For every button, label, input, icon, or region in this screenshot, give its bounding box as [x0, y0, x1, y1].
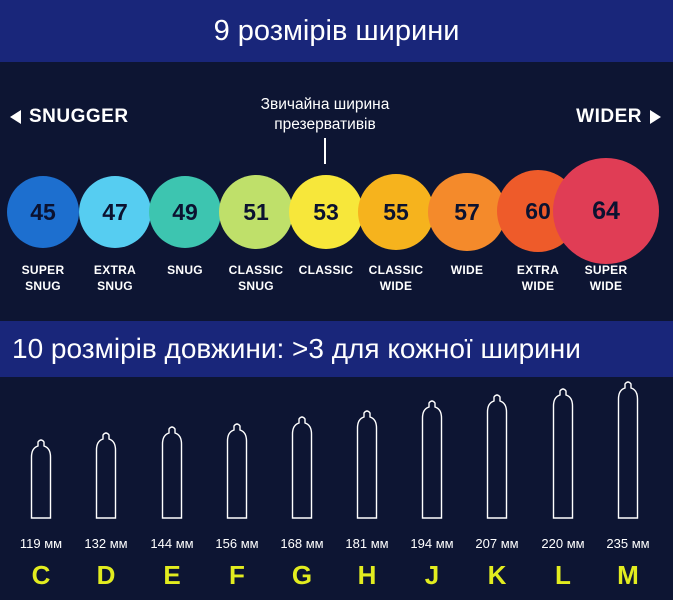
- wider-label: WIDER: [576, 106, 661, 128]
- width-circle-55: 55: [358, 174, 434, 250]
- length-mm-H: 181 мм: [345, 536, 389, 551]
- length-letter-K: K: [487, 560, 507, 590]
- width-label-57: WIDE: [427, 262, 507, 278]
- width-label-line2: SNUG: [238, 279, 274, 293]
- width-title: 9 розмірів ширини: [213, 14, 460, 47]
- width-label-47: EXTRA SNUG: [75, 262, 155, 294]
- width-circle-51: 51: [219, 175, 293, 249]
- length-letter-J: J: [424, 560, 440, 590]
- width-label-line1: CLASSIC: [228, 263, 284, 277]
- length-title-banner: 10 розмірів довжини: >3 для кожної ширин…: [0, 321, 673, 377]
- length-shape-K: [486, 394, 508, 519]
- width-label-line2: SNUG: [25, 279, 61, 293]
- length-letter-H: H: [357, 560, 377, 590]
- width-label-line1: SNUG: [167, 263, 203, 277]
- typical-note-line1: Звичайна ширина: [260, 96, 390, 113]
- width-label-53: CLASSIC: [286, 262, 366, 278]
- width-label-64: SUPER WIDE: [566, 262, 646, 294]
- width-label-line1: EXTRA: [93, 263, 137, 277]
- length-shape-G: [291, 416, 313, 519]
- width-label-line1: SUPER: [21, 263, 65, 277]
- length-shape-J: [421, 400, 443, 519]
- length-mm-F: 156 мм: [215, 536, 259, 551]
- note-pointer-line: [324, 138, 326, 164]
- length-shape-H: [356, 410, 378, 519]
- length-shapes: [30, 381, 639, 519]
- length-letter-D: D: [96, 560, 116, 590]
- width-label-line2: SNUG: [97, 279, 133, 293]
- width-label-line1: CLASSIC: [298, 263, 354, 277]
- width-label-45: SUPER SNUG: [3, 262, 83, 294]
- length-shape-E: [161, 426, 183, 519]
- width-label-line1: SUPER: [584, 263, 628, 277]
- length-mm-J: 194 мм: [410, 536, 454, 551]
- wider-text: WIDER: [576, 106, 642, 127]
- length-shape-C: [30, 439, 52, 519]
- length-letter-G: G: [291, 560, 313, 590]
- width-label-60: EXTRA WIDE: [498, 262, 578, 294]
- width-circle-47: 47: [79, 176, 151, 248]
- width-label-line2: WIDE: [379, 279, 413, 293]
- length-shape-L: [552, 388, 574, 519]
- length-mm-D: 132 мм: [84, 536, 128, 551]
- typical-width-note: Звичайна ширина презервативів: [200, 95, 450, 135]
- length-mm-L: 220 мм: [541, 536, 585, 551]
- length-mm-G: 168 мм: [280, 536, 324, 551]
- length-mm-K: 207 мм: [475, 536, 519, 551]
- width-circle-45: 45: [7, 176, 79, 248]
- width-circles: 45 SUPER SNUG 47 EXTRA SNUG 49 SNUG 51 CLASSIC SNU…: [3, 158, 659, 294]
- length-letter-M: M: [617, 560, 639, 590]
- snugger-label: SNUGGER: [10, 106, 129, 128]
- length-mm-E: 144 мм: [150, 536, 194, 551]
- width-circle-57: 57: [428, 173, 506, 251]
- length-shape-D: [95, 432, 117, 519]
- length-title: 10 розмірів довжини: >3 для кожної ширин…: [12, 333, 581, 364]
- width-label-line1: EXTRA: [516, 263, 560, 277]
- length-letter-C: C: [31, 560, 51, 590]
- width-label-55: CLASSIC WIDE: [356, 262, 436, 294]
- width-label-51: CLASSIC SNUG: [216, 262, 296, 294]
- length-mm-M: 235 мм: [606, 536, 650, 551]
- length-letter-F: F: [229, 560, 245, 590]
- arrow-left-icon: [10, 110, 21, 124]
- width-label-49: SNUG: [145, 262, 225, 278]
- width-label-line2: WIDE: [521, 279, 555, 293]
- length-letter-E: E: [163, 560, 181, 590]
- width-circle-53: 53: [289, 175, 363, 249]
- typical-note-line2: презервативів: [274, 116, 376, 133]
- length-shape-F: [226, 423, 248, 519]
- width-label-line2: WIDE: [589, 279, 623, 293]
- length-mm-C: 119 мм: [19, 536, 63, 551]
- length-shape-M: [617, 381, 639, 519]
- width-circle-64: 64: [553, 158, 659, 264]
- width-title-banner: 9 розмірів ширини: [0, 0, 673, 62]
- length-letter-L: L: [555, 560, 571, 590]
- width-circle-49: 49: [149, 176, 221, 248]
- snugger-text: SNUGGER: [29, 106, 129, 127]
- width-label-line1: CLASSIC: [368, 263, 424, 277]
- width-label-line1: WIDE: [450, 263, 484, 277]
- arrow-right-icon: [650, 110, 661, 124]
